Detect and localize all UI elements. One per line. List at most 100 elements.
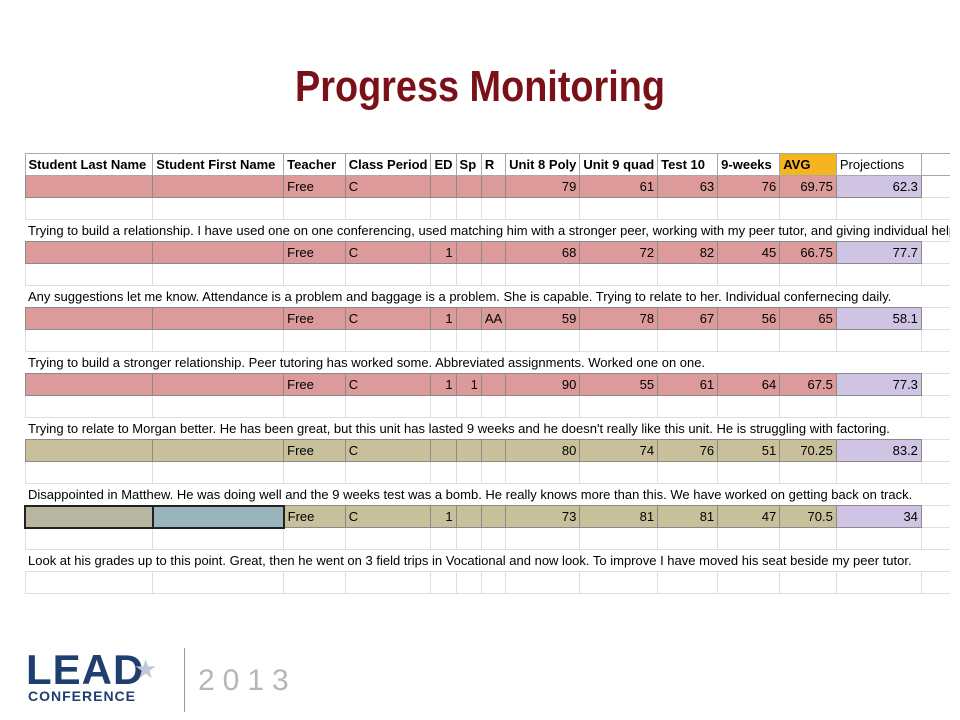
- cell-sp[interactable]: [455, 175, 482, 198]
- cell-first-name[interactable]: [152, 373, 285, 396]
- empty-cell[interactable]: [480, 527, 507, 550]
- cell-teacher[interactable]: Free: [283, 175, 346, 198]
- empty-cell[interactable]: [835, 263, 922, 286]
- cell-9weeks[interactable]: 47: [717, 505, 781, 528]
- empty-cell[interactable]: [920, 461, 950, 484]
- cell-r[interactable]: AA: [480, 307, 507, 330]
- cell-avg[interactable]: 70.25: [779, 439, 837, 462]
- empty-cell[interactable]: [455, 395, 482, 418]
- cell-extra[interactable]: [920, 241, 950, 264]
- cell-last-name[interactable]: [24, 373, 154, 396]
- cell-unit8[interactable]: 80: [505, 439, 581, 462]
- cell-9weeks[interactable]: 56: [717, 307, 781, 330]
- empty-cell[interactable]: [657, 571, 719, 594]
- header-class-period[interactable]: Class Period: [344, 153, 432, 176]
- header-projections[interactable]: Projections: [835, 153, 922, 176]
- header-teacher[interactable]: Teacher: [283, 153, 346, 176]
- empty-cell[interactable]: [717, 197, 781, 220]
- cell-sp[interactable]: [455, 307, 482, 330]
- cell-avg[interactable]: 67.5: [779, 373, 837, 396]
- empty-cell[interactable]: [779, 263, 837, 286]
- cell-class-period[interactable]: C: [344, 241, 432, 264]
- empty-cell[interactable]: [505, 461, 581, 484]
- cell-first-name[interactable]: [151, 504, 285, 529]
- header-avg[interactable]: AVG: [779, 153, 837, 176]
- empty-cell[interactable]: [920, 571, 950, 594]
- cell-9weeks[interactable]: 64: [717, 373, 781, 396]
- empty-cell[interactable]: [455, 461, 482, 484]
- cell-last-name[interactable]: [24, 307, 154, 330]
- empty-cell[interactable]: [920, 395, 950, 418]
- empty-cell[interactable]: [779, 571, 837, 594]
- empty-cell[interactable]: [920, 263, 950, 286]
- cell-unit9[interactable]: 61: [579, 175, 659, 198]
- empty-cell[interactable]: [480, 263, 507, 286]
- empty-cell[interactable]: [152, 197, 285, 220]
- cell-9weeks[interactable]: 45: [717, 241, 781, 264]
- empty-cell[interactable]: [344, 395, 432, 418]
- cell-avg[interactable]: 66.75: [779, 241, 837, 264]
- empty-cell[interactable]: [579, 527, 659, 550]
- empty-cell[interactable]: [455, 329, 482, 352]
- empty-cell[interactable]: [717, 571, 781, 594]
- empty-cell[interactable]: [717, 461, 781, 484]
- intervention-note[interactable]: Disappointed in Matthew. He was doing we…: [25, 483, 950, 506]
- empty-cell[interactable]: [480, 329, 507, 352]
- empty-cell[interactable]: [835, 527, 922, 550]
- empty-cell[interactable]: [579, 197, 659, 220]
- empty-cell[interactable]: [505, 527, 581, 550]
- cell-first-name[interactable]: [152, 241, 285, 264]
- cell-unit9[interactable]: 55: [579, 373, 659, 396]
- empty-cell[interactable]: [24, 395, 154, 418]
- empty-cell[interactable]: [920, 329, 950, 352]
- empty-cell[interactable]: [835, 329, 922, 352]
- empty-cell[interactable]: [657, 263, 719, 286]
- cell-teacher[interactable]: Free: [283, 439, 346, 462]
- cell-sp[interactable]: [455, 439, 482, 462]
- empty-cell[interactable]: [430, 461, 457, 484]
- intervention-note[interactable]: Any suggestions let me know. Attendance …: [25, 285, 950, 308]
- cell-ed[interactable]: 1: [430, 241, 457, 264]
- cell-unit9[interactable]: 72: [579, 241, 659, 264]
- empty-cell[interactable]: [779, 329, 837, 352]
- cell-first-name[interactable]: [152, 175, 285, 198]
- cell-ed[interactable]: 1: [430, 505, 457, 528]
- intervention-note[interactable]: Trying to relate to Morgan better. He ha…: [25, 417, 950, 440]
- cell-sp[interactable]: [455, 505, 482, 528]
- cell-teacher[interactable]: Free: [283, 373, 346, 396]
- empty-cell[interactable]: [430, 197, 457, 220]
- cell-extra[interactable]: [920, 175, 950, 198]
- cell-class-period[interactable]: C: [344, 373, 432, 396]
- cell-9weeks[interactable]: 51: [717, 439, 781, 462]
- cell-r[interactable]: [480, 439, 507, 462]
- empty-cell[interactable]: [505, 197, 581, 220]
- empty-cell[interactable]: [430, 395, 457, 418]
- empty-cell[interactable]: [24, 527, 154, 550]
- empty-cell[interactable]: [430, 527, 457, 550]
- empty-cell[interactable]: [283, 527, 346, 550]
- cell-first-name[interactable]: [152, 307, 285, 330]
- empty-cell[interactable]: [24, 329, 154, 352]
- empty-cell[interactable]: [24, 461, 154, 484]
- cell-test10[interactable]: 61: [657, 373, 719, 396]
- empty-cell[interactable]: [505, 395, 581, 418]
- cell-projection[interactable]: 77.3: [835, 373, 922, 396]
- cell-last-name[interactable]: [24, 504, 154, 529]
- empty-cell[interactable]: [920, 197, 950, 220]
- cell-ed[interactable]: [430, 175, 457, 198]
- empty-cell[interactable]: [835, 571, 922, 594]
- cell-test10[interactable]: 81: [657, 505, 719, 528]
- header-sp[interactable]: Sp: [455, 153, 482, 176]
- header-unit9[interactable]: Unit 9 quad: [579, 153, 659, 176]
- cell-avg[interactable]: 70.5: [779, 505, 837, 528]
- empty-cell[interactable]: [455, 527, 482, 550]
- empty-cell[interactable]: [480, 571, 507, 594]
- empty-cell[interactable]: [283, 197, 346, 220]
- cell-extra[interactable]: [920, 307, 950, 330]
- empty-cell[interactable]: [344, 461, 432, 484]
- header-9weeks[interactable]: 9-weeks: [717, 153, 781, 176]
- cell-projection[interactable]: 62.3: [835, 175, 922, 198]
- empty-cell[interactable]: [717, 395, 781, 418]
- cell-extra[interactable]: [920, 373, 950, 396]
- empty-cell[interactable]: [430, 329, 457, 352]
